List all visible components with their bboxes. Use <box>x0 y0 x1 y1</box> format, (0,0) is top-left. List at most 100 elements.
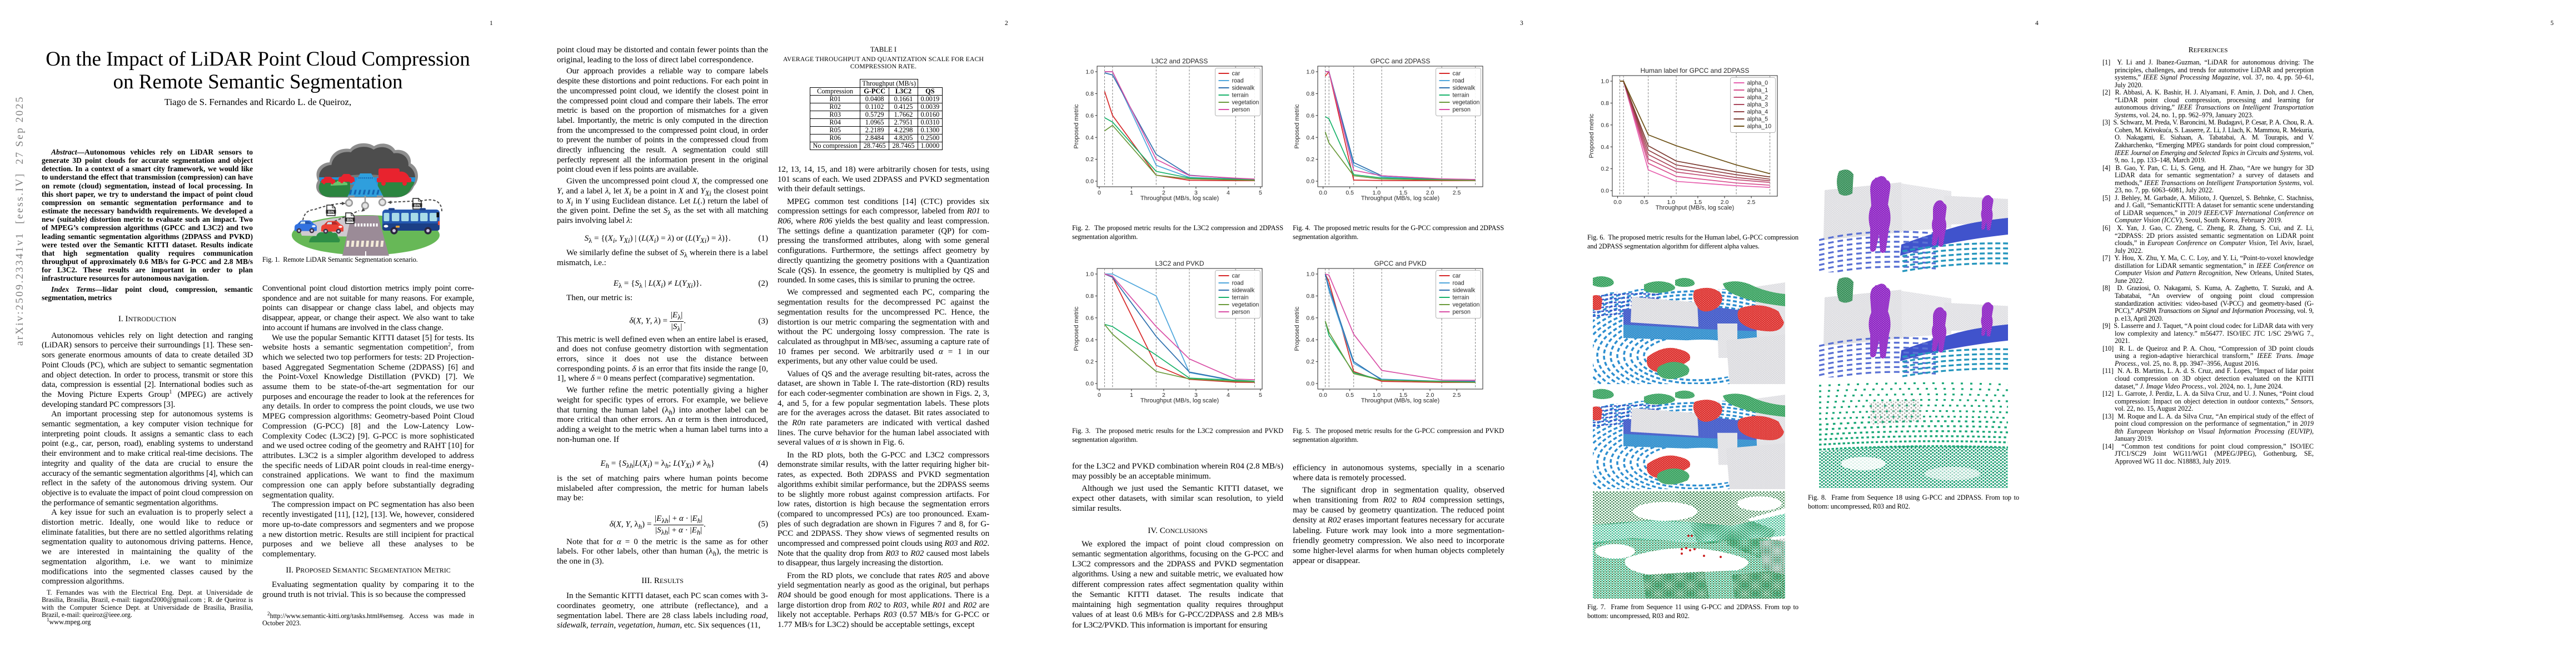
svg-text:4: 4 <box>1227 392 1230 399</box>
svg-text:2.5: 2.5 <box>1453 392 1461 399</box>
svg-text:0.6: 0.6 <box>1306 112 1314 119</box>
svg-text:1.0: 1.0 <box>1306 69 1314 76</box>
svg-text:0.6: 0.6 <box>1085 112 1094 119</box>
svg-text:1: 1 <box>1130 190 1133 196</box>
svg-text:0.4: 0.4 <box>1085 337 1094 344</box>
svg-text:vegetation: vegetation <box>1453 302 1480 308</box>
svg-text:Proposed metric: Proposed metric <box>1294 306 1301 351</box>
svg-text:vegetation: vegetation <box>1232 302 1259 308</box>
svg-text:Throughput (MB/s, log scale): Throughput (MB/s, log scale) <box>1140 397 1219 404</box>
svg-text:alpha_0: alpha_0 <box>1747 80 1768 87</box>
svg-text:GPCC and PVKD: GPCC and PVKD <box>1374 260 1426 267</box>
svg-text:0.5: 0.5 <box>1346 190 1354 196</box>
svg-text:2: 2 <box>1162 190 1165 196</box>
svg-text:sidewalk: sidewalk <box>1453 85 1476 92</box>
svg-text:0: 0 <box>1098 392 1101 399</box>
svg-text:0.4: 0.4 <box>1306 337 1314 344</box>
svg-text:2.0: 2.0 <box>1426 392 1434 399</box>
svg-text:0.0: 0.0 <box>1085 381 1094 387</box>
svg-text:0.2: 0.2 <box>1085 359 1094 365</box>
svg-text:0.4: 0.4 <box>1601 144 1609 151</box>
svg-text:road: road <box>1453 78 1464 84</box>
svg-text:0.0: 0.0 <box>1306 381 1314 387</box>
svg-text:4: 4 <box>1227 190 1230 196</box>
svg-text:0.2: 0.2 <box>1306 359 1314 365</box>
svg-text:vegetation: vegetation <box>1453 99 1480 106</box>
svg-text:car: car <box>1232 273 1240 280</box>
svg-text:2.5: 2.5 <box>1453 190 1461 196</box>
svg-text:alpha_1: alpha_1 <box>1747 87 1768 94</box>
svg-text:1.5: 1.5 <box>1399 392 1408 399</box>
svg-text:person: person <box>1453 309 1471 316</box>
svg-text:3: 3 <box>1194 190 1198 196</box>
svg-text:Proposed metric: Proposed metric <box>1294 104 1301 149</box>
svg-text:Throughput (MB/s, log scale): Throughput (MB/s, log scale) <box>1656 205 1734 211</box>
svg-text:0.8: 0.8 <box>1306 91 1314 97</box>
svg-text:0.8: 0.8 <box>1085 91 1094 97</box>
svg-text:person: person <box>1232 107 1250 113</box>
svg-text:1.0: 1.0 <box>1085 271 1094 278</box>
svg-text:2.0: 2.0 <box>1426 190 1434 196</box>
svg-text:5: 5 <box>1259 392 1262 399</box>
svg-text:sidewalk: sidewalk <box>1232 85 1255 92</box>
svg-text:0.0: 0.0 <box>1306 178 1314 185</box>
svg-text:Human label for GPCC and 2DPAS: Human label for GPCC and 2DPASS <box>1641 67 1750 74</box>
svg-text:2.0: 2.0 <box>1721 199 1729 206</box>
svg-text:Throughput (MB/s, log scale): Throughput (MB/s, log scale) <box>1361 397 1439 404</box>
svg-text:L3C2 and 2DPASS: L3C2 and 2DPASS <box>1152 57 1208 65</box>
svg-text:road: road <box>1453 280 1464 287</box>
svg-text:car: car <box>1453 71 1461 77</box>
svg-text:1.0: 1.0 <box>1085 69 1094 76</box>
svg-text:vegetation: vegetation <box>1232 99 1259 106</box>
svg-text:GPCC and 2DPASS: GPCC and 2DPASS <box>1371 57 1431 65</box>
svg-text:0.4: 0.4 <box>1306 135 1314 141</box>
svg-text:alpha_3: alpha_3 <box>1747 102 1768 108</box>
svg-text:0.2: 0.2 <box>1085 156 1094 163</box>
svg-text:1: 1 <box>1130 392 1133 399</box>
svg-text:person: person <box>1232 309 1250 316</box>
svg-text:car: car <box>1453 273 1461 280</box>
svg-text:0.8: 0.8 <box>1306 293 1314 300</box>
svg-text:0.8: 0.8 <box>1601 100 1609 107</box>
svg-text:Throughput (MB/s, log scale): Throughput (MB/s, log scale) <box>1140 195 1219 202</box>
svg-text:alpha_2: alpha_2 <box>1747 94 1768 101</box>
svg-text:0.0: 0.0 <box>1601 188 1609 195</box>
svg-text:2.5: 2.5 <box>1747 199 1756 206</box>
svg-text:terrain: terrain <box>1232 92 1249 99</box>
svg-text:terrain: terrain <box>1453 92 1469 99</box>
svg-text:0.6: 0.6 <box>1601 122 1609 128</box>
svg-text:0.2: 0.2 <box>1306 156 1314 163</box>
svg-text:5: 5 <box>1259 190 1262 196</box>
svg-text:0.6: 0.6 <box>1306 315 1314 321</box>
svg-text:terrain: terrain <box>1232 295 1249 301</box>
svg-text:3: 3 <box>1194 392 1198 399</box>
svg-text:0.0: 0.0 <box>1319 190 1327 196</box>
svg-text:car: car <box>1232 71 1240 77</box>
svg-text:1.0: 1.0 <box>1306 271 1314 278</box>
svg-text:0.6: 0.6 <box>1085 315 1094 321</box>
svg-text:alpha_4: alpha_4 <box>1747 109 1768 116</box>
svg-text:2: 2 <box>1162 392 1165 399</box>
svg-text:0.2: 0.2 <box>1601 166 1609 172</box>
svg-text:sidewalk: sidewalk <box>1232 287 1255 294</box>
svg-text:1.0: 1.0 <box>1372 392 1381 399</box>
svg-text:0.0: 0.0 <box>1613 199 1622 206</box>
svg-text:0.0: 0.0 <box>1085 178 1094 185</box>
svg-text:alpha_5: alpha_5 <box>1747 116 1768 123</box>
svg-text:1.0: 1.0 <box>1601 78 1609 85</box>
svg-text:Throughput (MB/s, log scale): Throughput (MB/s, log scale) <box>1361 195 1439 202</box>
svg-text:L3C2 and PVKD: L3C2 and PVKD <box>1155 260 1204 267</box>
svg-text:BIN: BIN <box>328 210 334 214</box>
svg-text:0.5: 0.5 <box>1346 392 1354 399</box>
svg-text:sidewalk: sidewalk <box>1453 287 1476 294</box>
svg-text:terrain: terrain <box>1453 295 1469 301</box>
svg-text:0: 0 <box>1098 190 1101 196</box>
svg-text:Proposed metric: Proposed metric <box>1073 306 1080 351</box>
svg-text:BIN: BIN <box>414 203 420 207</box>
svg-text:alpha_10: alpha_10 <box>1747 123 1772 130</box>
svg-text:person: person <box>1453 107 1471 113</box>
svg-text:0.5: 0.5 <box>1640 199 1648 206</box>
svg-text:1.5: 1.5 <box>1694 199 1702 206</box>
svg-text:0.4: 0.4 <box>1085 135 1094 141</box>
svg-text:road: road <box>1232 280 1244 287</box>
